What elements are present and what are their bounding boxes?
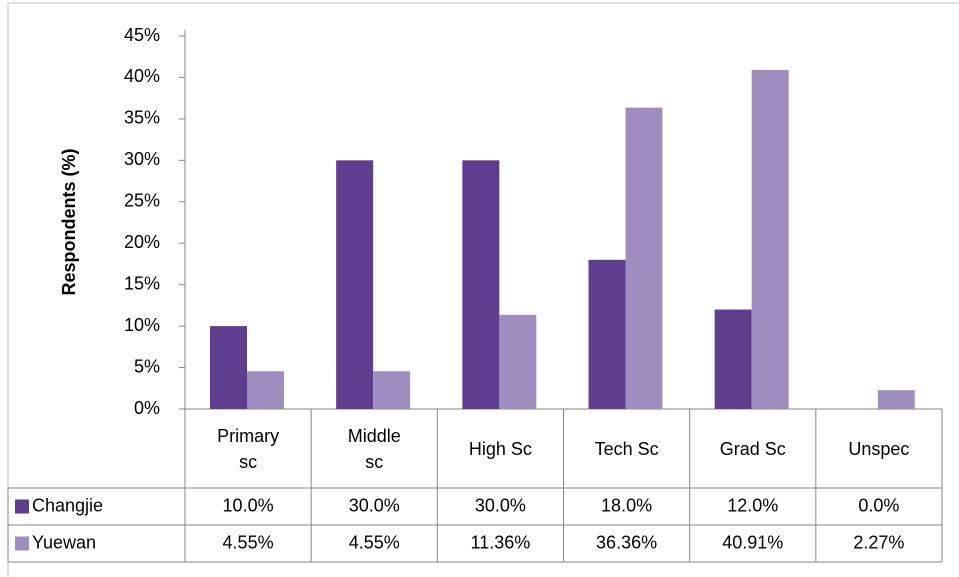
bar: [462, 160, 500, 409]
category-label: Tech Sc: [594, 438, 659, 459]
y-tick-label: 10%: [124, 315, 160, 335]
table-value: 12.0%: [727, 495, 778, 515]
table-value: 4.55%: [349, 532, 400, 552]
table-value: 30.0%: [349, 495, 400, 515]
category-label: High Sc: [468, 438, 532, 459]
category-label: Primary sc: [217, 425, 280, 472]
table-value: 0.0%: [858, 495, 899, 515]
table-value: 4.55%: [223, 532, 274, 552]
bar: [373, 371, 411, 409]
legend-label: Yuewan: [32, 532, 96, 552]
legend-label: Changjie: [32, 495, 103, 515]
legend-key: [15, 536, 29, 551]
bar: [588, 259, 626, 409]
table-value: 2.27%: [853, 532, 904, 552]
y-tick-label: 35%: [124, 108, 160, 128]
y-tick-label: 0%: [134, 398, 160, 418]
y-tick-label: 20%: [124, 232, 160, 252]
y-axis-title: Respondents (%): [59, 148, 79, 295]
bar: [499, 314, 537, 409]
table-value: 36.36%: [596, 532, 657, 552]
y-tick-label: 40%: [124, 66, 160, 86]
table-value: 30.0%: [475, 495, 526, 515]
category-label: Middle sc: [347, 425, 401, 472]
category-label: Grad Sc: [719, 438, 786, 459]
bar: [247, 371, 284, 409]
table-value: 18.0%: [601, 495, 652, 515]
bar: [877, 390, 915, 409]
y-tick-label: 45%: [124, 25, 160, 45]
bar: [714, 309, 752, 409]
table-value: 11.36%: [471, 532, 531, 552]
chart-border: [7, 2, 959, 577]
bar: [210, 326, 247, 409]
y-tick-label: 15%: [124, 273, 160, 293]
table-value: 40.91%: [722, 532, 783, 552]
legend-key: [15, 499, 29, 514]
category-label: Unspec: [848, 438, 910, 459]
y-tick-label: 30%: [124, 149, 160, 169]
y-tick-label: 5%: [134, 356, 160, 376]
y-tick-label: 25%: [124, 191, 160, 211]
bar: [336, 160, 374, 409]
table-value: 10.0%: [223, 495, 274, 515]
bar: [625, 107, 663, 409]
bar: [751, 69, 789, 410]
